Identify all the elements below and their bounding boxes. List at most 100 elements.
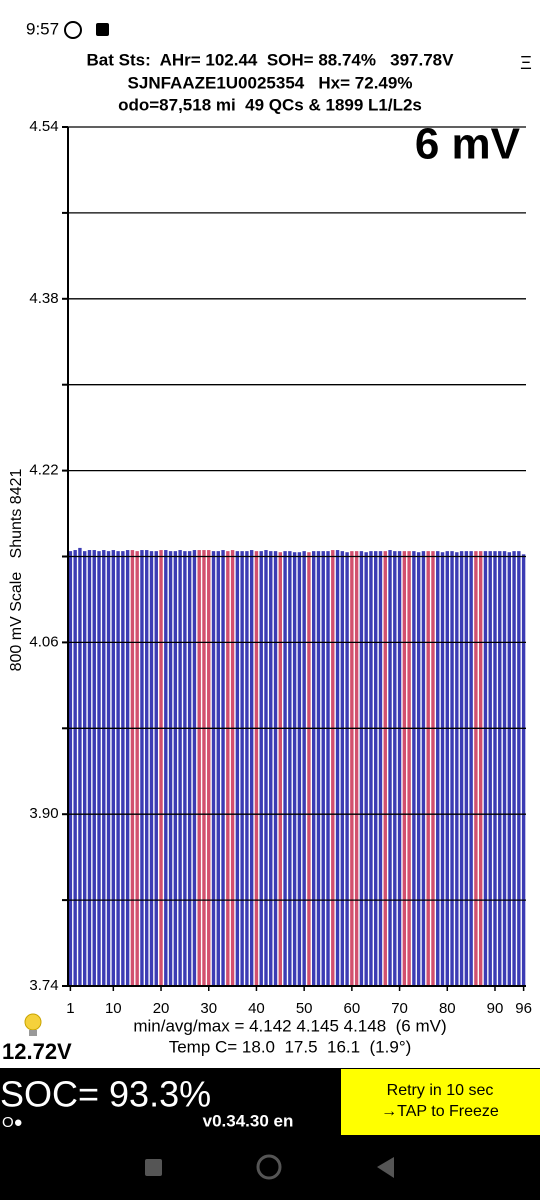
nav-bar: [0, 1135, 540, 1200]
bar: [92, 550, 96, 986]
bar: [321, 551, 325, 986]
bar: [445, 551, 449, 986]
bar: [235, 551, 240, 986]
bar: [216, 551, 220, 986]
bar: [402, 551, 407, 986]
y-axis-label: 800 mV Scale Shunts 8421: [8, 469, 25, 672]
bar: [73, 550, 77, 986]
bar: [517, 551, 521, 986]
bar: [512, 551, 516, 986]
bar: [483, 551, 488, 986]
bar: [421, 551, 426, 986]
bar: [154, 551, 158, 986]
bar: [159, 550, 163, 986]
bar: [97, 551, 101, 986]
bar: [364, 552, 368, 986]
x-tick-label: 10: [105, 1000, 122, 1017]
bar: [369, 551, 373, 986]
home-button[interactable]: [256, 1154, 282, 1180]
notification-icon: [96, 23, 109, 36]
bar: [269, 551, 273, 986]
bar: [121, 551, 125, 986]
bar: [440, 552, 445, 986]
bar: [388, 550, 392, 986]
bar: [464, 551, 469, 986]
y-tick-label: 4.54: [29, 118, 58, 135]
button-text[interactable]: →TAP to Freeze: [381, 1103, 499, 1120]
x-tick-label: 80: [439, 1000, 456, 1017]
menu-button[interactable]: Ξ: [520, 53, 532, 73]
x-tick-label: 60: [344, 1000, 361, 1017]
bar: [140, 550, 144, 986]
bar: [288, 551, 292, 986]
bar: [450, 551, 454, 986]
bar: [374, 551, 378, 986]
bar: [397, 551, 402, 986]
y-tick-label: 4.38: [29, 290, 58, 307]
x-tick-label: 70: [391, 1000, 408, 1017]
bar: [354, 551, 359, 986]
bar: [474, 551, 478, 986]
bar: [350, 551, 354, 986]
bar: [230, 550, 235, 986]
bar: [254, 551, 259, 986]
bar: [130, 550, 135, 986]
bar: [240, 551, 244, 986]
x-tick-label: 50: [296, 1000, 313, 1017]
bar: [436, 551, 440, 986]
bar: [249, 550, 254, 986]
bar: [502, 551, 507, 986]
bar: [116, 551, 120, 986]
bar: [383, 551, 387, 986]
temperature-stats: Temp C= 18.0 17.5 16.1 (1.9°): [169, 1037, 412, 1056]
bar: [178, 550, 182, 986]
x-tick-label: 20: [153, 1000, 170, 1017]
bar: [488, 551, 492, 986]
bar: [164, 550, 168, 986]
version: v0.34.30 en: [203, 1111, 294, 1130]
bar: [135, 551, 139, 986]
bar: [426, 551, 430, 986]
bar: [521, 554, 526, 986]
recents-button[interactable]: [145, 1159, 162, 1176]
bar: [292, 552, 297, 986]
bar: [207, 550, 211, 986]
bar: [378, 551, 383, 986]
header-line: Bat Sts: AHr= 102.44 SOH= 88.74% 397.78V: [87, 50, 455, 69]
bar: [183, 551, 187, 986]
x-tick-label: 90: [487, 1000, 504, 1017]
bar: [106, 551, 111, 986]
bar: [302, 551, 306, 986]
freeze-button-bg[interactable]: [341, 1069, 540, 1135]
button-text[interactable]: Retry in 10 sec: [387, 1082, 494, 1099]
soc: SOC= 93.3%: [0, 1074, 211, 1115]
bar: [82, 551, 87, 986]
bar: [407, 551, 411, 986]
bar: [68, 551, 73, 986]
bar: [111, 550, 116, 986]
bar: [125, 550, 130, 986]
y-tick-label: 3.90: [29, 805, 58, 822]
voltage-stats: min/avg/max = 4.142 4.145 4.148 (6 mV): [133, 1016, 446, 1035]
bar: [393, 551, 397, 986]
aux-battery-voltage: 12.72V: [2, 1039, 72, 1064]
chart: 3.74 3.90 4.06 4.22 4.38 4.54 1 10 20 30 40 50 60 70 8…: [29, 118, 532, 1017]
bar: [493, 551, 497, 986]
clock: 9:57: [26, 19, 59, 38]
scale-annotation: 6 mV: [415, 120, 521, 169]
freeze-button[interactable]: Retry in 10 sec →TAP to Freeze: [341, 1069, 540, 1135]
x-tick-label: 40: [248, 1000, 265, 1017]
bar: [102, 550, 106, 986]
bar: [359, 551, 364, 986]
back-button[interactable]: [377, 1157, 394, 1178]
header-line: odo=87,518 mi 49 QCs & 1899 L1/L2s: [118, 95, 422, 114]
indicator: O●: [2, 1114, 23, 1131]
bar: [469, 551, 473, 986]
bar: [498, 551, 502, 986]
bar: [507, 552, 512, 986]
y-tick-label: 4.06: [29, 633, 58, 650]
bar: [478, 551, 483, 986]
bar: [340, 551, 345, 986]
